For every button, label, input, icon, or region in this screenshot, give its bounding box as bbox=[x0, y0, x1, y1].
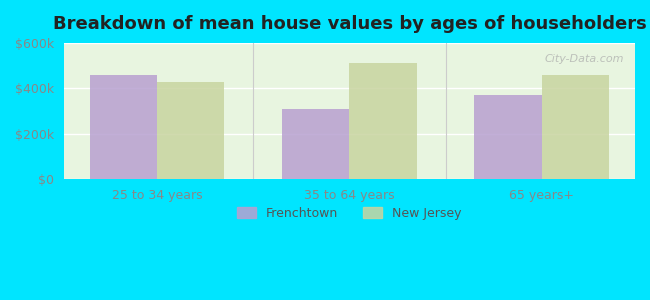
Bar bbox=[282, 109, 350, 179]
Legend: Frenchtown, New Jersey: Frenchtown, New Jersey bbox=[232, 202, 467, 225]
Bar bbox=[157, 82, 224, 179]
Bar bbox=[350, 63, 417, 179]
Bar bbox=[90, 75, 157, 179]
Bar bbox=[541, 75, 609, 179]
Bar bbox=[474, 95, 541, 179]
Title: Breakdown of mean house values by ages of householders: Breakdown of mean house values by ages o… bbox=[53, 15, 646, 33]
Text: City-Data.com: City-Data.com bbox=[544, 54, 623, 64]
